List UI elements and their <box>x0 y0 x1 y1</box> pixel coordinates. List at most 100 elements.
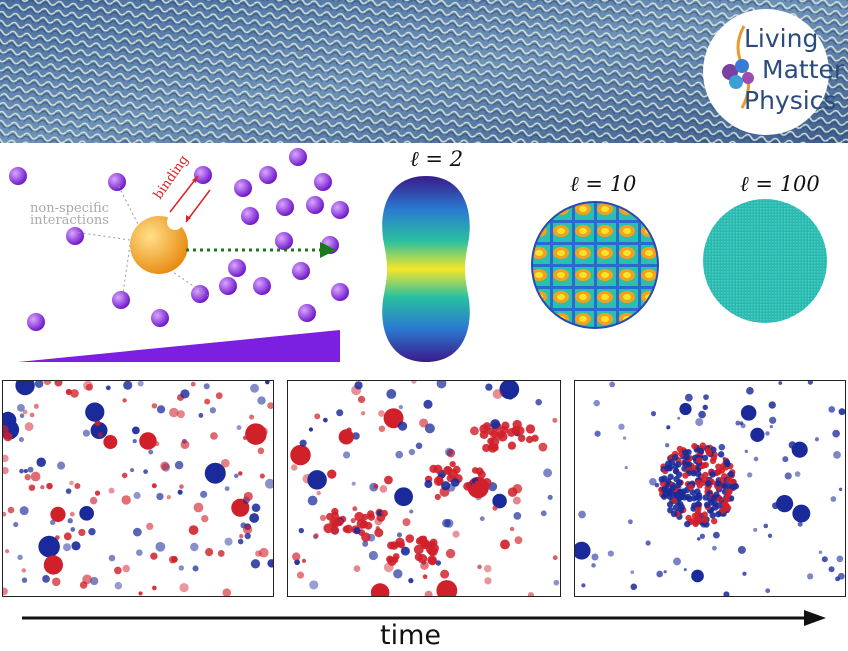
red-particle <box>259 473 265 479</box>
blue-particle <box>814 437 820 442</box>
tracer-particle <box>130 216 188 274</box>
red-particle <box>290 464 298 471</box>
red-particle <box>405 534 415 543</box>
red-particle <box>151 483 157 489</box>
blue-particle <box>575 541 591 560</box>
blue-particle <box>132 438 137 444</box>
red-particle <box>33 403 39 409</box>
red-particle <box>85 383 93 391</box>
blue-particle <box>198 413 204 418</box>
blue-particle <box>298 527 305 534</box>
red-particle <box>690 517 697 525</box>
blue-particle <box>180 389 190 399</box>
blue-particle <box>666 425 671 430</box>
purple-particle <box>298 304 316 322</box>
blue-particle <box>649 478 657 486</box>
living-matter-physics-logo: Living Matter Physics <box>702 8 844 136</box>
red-particle <box>507 441 517 450</box>
blue-particle <box>698 410 706 419</box>
blue-particle <box>309 580 319 590</box>
simulation-panel-middle <box>287 380 561 597</box>
blue-particle <box>680 488 687 495</box>
blue-particle <box>630 570 635 574</box>
red-particle <box>74 482 81 490</box>
blue-particle <box>694 500 702 508</box>
red-particle <box>193 502 204 513</box>
blue-particle <box>67 518 73 524</box>
blue-particle <box>679 402 692 416</box>
purple-particle <box>112 291 130 309</box>
red-particle <box>715 468 723 475</box>
blue-particle <box>630 583 638 591</box>
time-label: time <box>380 620 442 651</box>
blue-particle <box>740 405 757 421</box>
purple-particle <box>228 259 246 277</box>
blue-particle <box>42 574 50 583</box>
red-particle <box>436 580 458 596</box>
red-particle <box>121 495 131 505</box>
blue-particle <box>436 381 447 389</box>
red-particle <box>7 506 15 514</box>
red-particle <box>28 484 36 491</box>
red-particle <box>40 485 45 490</box>
red-particle <box>356 518 367 529</box>
red-particle <box>290 444 311 466</box>
red-particle <box>726 488 733 495</box>
blue-particle <box>34 381 44 388</box>
binding-arrow-up <box>169 175 199 213</box>
purple-particle <box>306 196 324 214</box>
blue-particle <box>683 568 687 572</box>
red-particle <box>452 465 461 474</box>
blue-particle <box>792 504 811 523</box>
blue-particle <box>90 422 108 439</box>
red-particle <box>69 511 75 517</box>
blue-particle <box>705 480 712 487</box>
red-particle <box>440 569 450 579</box>
blue-particle <box>174 460 184 470</box>
blue-particle <box>131 426 140 435</box>
binding-label: binding <box>151 153 192 203</box>
red-particle <box>492 505 498 511</box>
red-particle <box>82 574 92 585</box>
blue-particle <box>553 579 560 586</box>
red-particle <box>433 464 443 474</box>
red-particle <box>538 442 548 452</box>
purple-particle <box>331 283 349 301</box>
purple-particle <box>275 232 293 250</box>
blue-particle <box>753 456 759 462</box>
blue-particle <box>837 572 845 580</box>
blue-particle <box>670 510 678 518</box>
blue-particle <box>830 496 837 502</box>
purple-particle <box>331 201 349 219</box>
red-particle <box>151 403 158 409</box>
blue-particle <box>727 470 735 478</box>
blue-particle <box>767 533 773 538</box>
red-particle <box>434 493 441 501</box>
blue-particle <box>362 540 369 547</box>
red-particle <box>354 511 364 522</box>
red-particle <box>353 565 361 573</box>
harmonic-shape-l2 <box>382 176 470 362</box>
blue-particle <box>718 443 726 451</box>
blue-particle <box>38 535 60 558</box>
blue-particle <box>244 532 251 540</box>
red-particle <box>445 548 456 559</box>
red-particle <box>471 467 479 474</box>
red-particle <box>357 395 366 404</box>
blue-particle <box>712 531 720 539</box>
red-particle <box>428 547 438 556</box>
blue-particle <box>661 485 668 493</box>
red-particle <box>484 577 492 585</box>
blue-particle <box>607 550 614 557</box>
blue-particle <box>685 448 692 456</box>
blue-particle <box>485 383 493 391</box>
red-particle <box>726 477 733 484</box>
blue-particle <box>479 516 485 522</box>
red-particle <box>22 409 28 415</box>
red-particle <box>30 471 41 482</box>
blue-particle <box>669 484 676 492</box>
blue-particle <box>690 495 698 502</box>
blue-particle <box>821 556 828 563</box>
blue-particle <box>148 449 154 455</box>
red-particle <box>389 541 399 550</box>
